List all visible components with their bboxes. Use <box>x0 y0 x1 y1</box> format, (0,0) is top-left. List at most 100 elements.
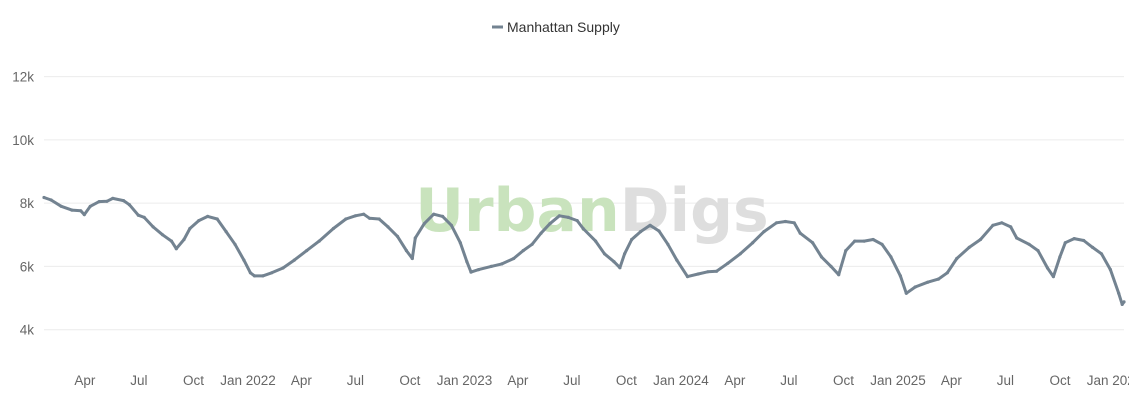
data-point[interactable] <box>726 261 730 265</box>
data-point[interactable] <box>331 226 335 231</box>
data-point[interactable] <box>844 249 848 253</box>
data-point[interactable] <box>751 241 755 245</box>
data-point[interactable] <box>862 239 866 243</box>
data-point[interactable] <box>377 217 381 221</box>
data-point[interactable] <box>548 222 552 226</box>
data-point[interactable] <box>261 274 265 278</box>
data-point[interactable] <box>136 213 140 217</box>
data-point[interactable] <box>1122 300 1126 304</box>
data-point[interactable] <box>715 269 719 273</box>
data-point[interactable] <box>197 219 201 223</box>
data-point[interactable] <box>182 237 186 242</box>
data-point[interactable] <box>657 229 661 233</box>
data-point[interactable] <box>188 226 192 231</box>
data-point[interactable] <box>292 258 296 262</box>
data-point[interactable] <box>639 230 643 234</box>
data-point[interactable] <box>59 204 63 208</box>
legend[interactable]: Manhattan Supply <box>492 19 620 35</box>
data-point[interactable] <box>404 249 408 253</box>
data-point[interactable] <box>880 242 884 246</box>
data-point[interactable] <box>386 225 390 229</box>
data-point[interactable] <box>648 223 652 227</box>
data-point[interactable] <box>1027 242 1031 246</box>
data-point[interactable] <box>422 222 426 226</box>
data-point[interactable] <box>936 277 941 281</box>
series-line-manhattan-supply[interactable] <box>42 196 1126 306</box>
data-point[interactable] <box>70 208 74 212</box>
data-point[interactable] <box>458 241 462 245</box>
data-point[interactable] <box>871 237 875 242</box>
data-point[interactable] <box>441 214 445 218</box>
data-point[interactable] <box>811 241 815 245</box>
data-point[interactable] <box>281 266 285 270</box>
data-point[interactable] <box>991 223 995 227</box>
data-point[interactable] <box>142 215 146 219</box>
data-point[interactable] <box>1099 252 1104 256</box>
data-point[interactable] <box>594 239 598 243</box>
data-point[interactable] <box>774 221 779 225</box>
data-point[interactable] <box>105 199 109 203</box>
data-point[interactable] <box>465 260 469 264</box>
data-point[interactable] <box>121 199 126 203</box>
data-point[interactable] <box>449 223 453 227</box>
data-point[interactable] <box>395 234 400 238</box>
data-point[interactable] <box>368 216 372 220</box>
data-point[interactable] <box>500 262 504 266</box>
data-point[interactable] <box>79 209 83 213</box>
data-point[interactable] <box>169 239 174 243</box>
data-point[interactable] <box>967 245 971 249</box>
data-point[interactable] <box>602 252 607 256</box>
data-point[interactable] <box>853 239 857 243</box>
data-point[interactable] <box>317 239 321 243</box>
data-point[interactable] <box>762 230 766 234</box>
data-point[interactable] <box>1036 249 1040 253</box>
data-point[interactable] <box>127 203 131 207</box>
data-point[interactable] <box>539 231 543 235</box>
data-point[interactable] <box>798 231 802 235</box>
data-point[interactable] <box>1015 236 1019 240</box>
data-point[interactable] <box>1082 238 1086 243</box>
data-point[interactable] <box>630 237 634 242</box>
data-point[interactable] <box>88 204 92 208</box>
data-point[interactable] <box>1063 241 1067 245</box>
data-point[interactable] <box>410 256 414 261</box>
data-point[interactable] <box>612 260 616 264</box>
data-point[interactable] <box>675 258 679 262</box>
data-point[interactable] <box>837 273 841 277</box>
data-point[interactable] <box>898 274 903 278</box>
data-point[interactable] <box>530 242 534 246</box>
data-point[interactable] <box>344 217 348 221</box>
data-point[interactable] <box>696 272 700 276</box>
data-point[interactable] <box>1045 266 1050 270</box>
data-point[interactable] <box>566 215 570 219</box>
data-point[interactable] <box>955 256 959 261</box>
data-point[interactable] <box>1120 302 1124 306</box>
data-point[interactable] <box>521 249 525 253</box>
data-point[interactable] <box>1000 221 1004 225</box>
data-point[interactable] <box>904 291 908 295</box>
data-point[interactable] <box>362 212 366 216</box>
data-point[interactable] <box>224 230 228 234</box>
data-point[interactable] <box>926 280 930 284</box>
data-point[interactable] <box>783 219 788 224</box>
data-point[interactable] <box>111 196 115 200</box>
data-point[interactable] <box>161 233 165 237</box>
data-point[interactable] <box>738 252 742 256</box>
data-point[interactable] <box>42 195 46 200</box>
data-point[interactable] <box>1117 291 1121 295</box>
data-point[interactable] <box>1091 245 1095 249</box>
data-point[interactable] <box>413 236 417 240</box>
data-point[interactable] <box>353 214 357 218</box>
data-point[interactable] <box>432 212 436 216</box>
data-point[interactable] <box>913 285 917 289</box>
data-point[interactable] <box>477 268 481 272</box>
data-point[interactable] <box>215 217 219 221</box>
data-point[interactable] <box>233 242 237 246</box>
data-point[interactable] <box>557 214 562 218</box>
data-point[interactable] <box>270 271 274 275</box>
data-point[interactable] <box>618 266 622 270</box>
data-point[interactable] <box>252 274 257 278</box>
data-point[interactable] <box>792 221 796 225</box>
data-point[interactable] <box>978 237 983 242</box>
data-point[interactable] <box>623 252 627 256</box>
